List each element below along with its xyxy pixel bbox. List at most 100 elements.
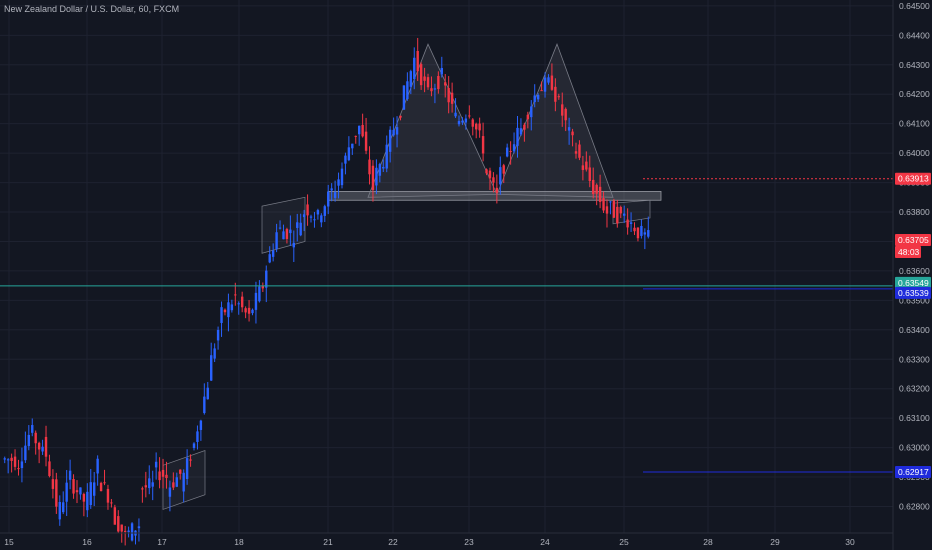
pattern-triangle	[496, 43, 614, 198]
price-tag-label: 0.63705	[898, 235, 929, 245]
candle-body	[499, 167, 502, 185]
candle-body	[388, 129, 392, 152]
candle-body	[378, 164, 382, 176]
price-tag: 0.63705	[895, 233, 931, 246]
candle-body	[65, 482, 68, 502]
candle-body	[309, 216, 313, 218]
candle-body	[523, 124, 526, 130]
candle-body	[213, 348, 216, 359]
candle-body	[96, 458, 99, 474]
candle-body	[75, 490, 79, 493]
candle-body	[585, 161, 588, 170]
candle-body	[464, 118, 468, 123]
price-tag-bg	[895, 233, 931, 246]
candle-body	[468, 115, 471, 117]
candle-body	[530, 106, 533, 118]
y-tick-label: 0.63300	[899, 354, 930, 364]
candle-body	[461, 120, 464, 123]
chart-title: New Zealand Dollar / U.S. Dollar, 60, FX…	[4, 4, 180, 14]
candle-body	[571, 131, 574, 136]
x-tick-label: 22	[388, 537, 398, 547]
candle-body	[251, 309, 254, 314]
candle-body	[216, 329, 220, 341]
candle-body	[196, 431, 199, 442]
candle-body	[357, 125, 361, 135]
candle-body	[278, 227, 282, 229]
x-tick-label: 28	[703, 537, 713, 547]
candle-body	[130, 523, 134, 541]
candle-body	[478, 123, 481, 131]
candle-body	[344, 155, 347, 164]
candle-body	[361, 124, 364, 137]
candle-body	[161, 469, 165, 477]
candle-body	[557, 96, 561, 98]
candle-body	[488, 170, 492, 179]
price-tag-bg	[895, 286, 931, 299]
candle-body	[3, 458, 6, 460]
candle-body	[299, 222, 302, 236]
candle-body	[110, 502, 113, 504]
y-tick-label: 0.63200	[899, 384, 930, 394]
candle-body	[320, 215, 323, 223]
x-tick-label: 16	[82, 537, 92, 547]
candle-body	[79, 487, 82, 495]
candle-body	[351, 143, 354, 149]
candle-body	[151, 482, 154, 487]
candle-body	[437, 75, 440, 90]
candle-body	[51, 479, 55, 489]
price-tag-bg	[895, 245, 921, 258]
candle-body	[536, 94, 540, 100]
candle-body	[526, 114, 530, 120]
candle-body	[640, 225, 643, 236]
candle-body	[62, 502, 65, 513]
y-tick-label: 0.63600	[899, 266, 930, 276]
candle-body	[247, 307, 251, 314]
candle-body	[550, 75, 554, 90]
candle-body	[602, 198, 605, 211]
candle-body	[24, 445, 27, 461]
candle-body	[481, 136, 485, 154]
candle-body	[647, 230, 650, 237]
candle-body	[123, 530, 127, 532]
candle-body	[564, 108, 567, 121]
candle-body	[643, 232, 647, 235]
candle-body	[450, 92, 454, 104]
candle-body	[113, 507, 117, 525]
candle-body	[261, 286, 265, 289]
candle-body	[237, 303, 240, 305]
candle-body	[416, 50, 419, 72]
candle-body	[485, 169, 488, 174]
y-tick-label: 0.64200	[899, 89, 930, 99]
candle-body	[106, 488, 110, 503]
candle-body	[175, 477, 178, 487]
candle-body	[354, 135, 357, 137]
candle-body	[58, 501, 61, 520]
candle-body	[622, 213, 626, 216]
candle-body	[347, 147, 351, 161]
candle-body	[413, 57, 416, 79]
candle-body	[471, 119, 474, 127]
x-tick-label: 17	[157, 537, 167, 547]
grid	[0, 0, 893, 533]
candle-body	[220, 307, 223, 323]
candle-body	[117, 516, 120, 532]
candle-body	[44, 436, 48, 457]
candle-body	[454, 112, 457, 117]
price-tag: 0.63913	[895, 172, 931, 185]
candle-body	[447, 87, 450, 103]
candle-body	[626, 219, 629, 228]
candle-body	[364, 131, 368, 151]
candle-body	[144, 485, 148, 488]
y-tick-label: 0.63000	[899, 443, 930, 453]
price-tag-bg	[895, 466, 931, 479]
candle-body	[86, 491, 89, 511]
price-tag: 0.63539	[895, 286, 931, 299]
candle-body	[316, 210, 320, 215]
candle-body	[616, 206, 619, 224]
candle-body	[629, 222, 633, 224]
candle-body	[605, 206, 609, 214]
candle-body	[240, 296, 244, 308]
candle-body	[581, 165, 585, 170]
x-tick-label: 18	[234, 537, 244, 547]
